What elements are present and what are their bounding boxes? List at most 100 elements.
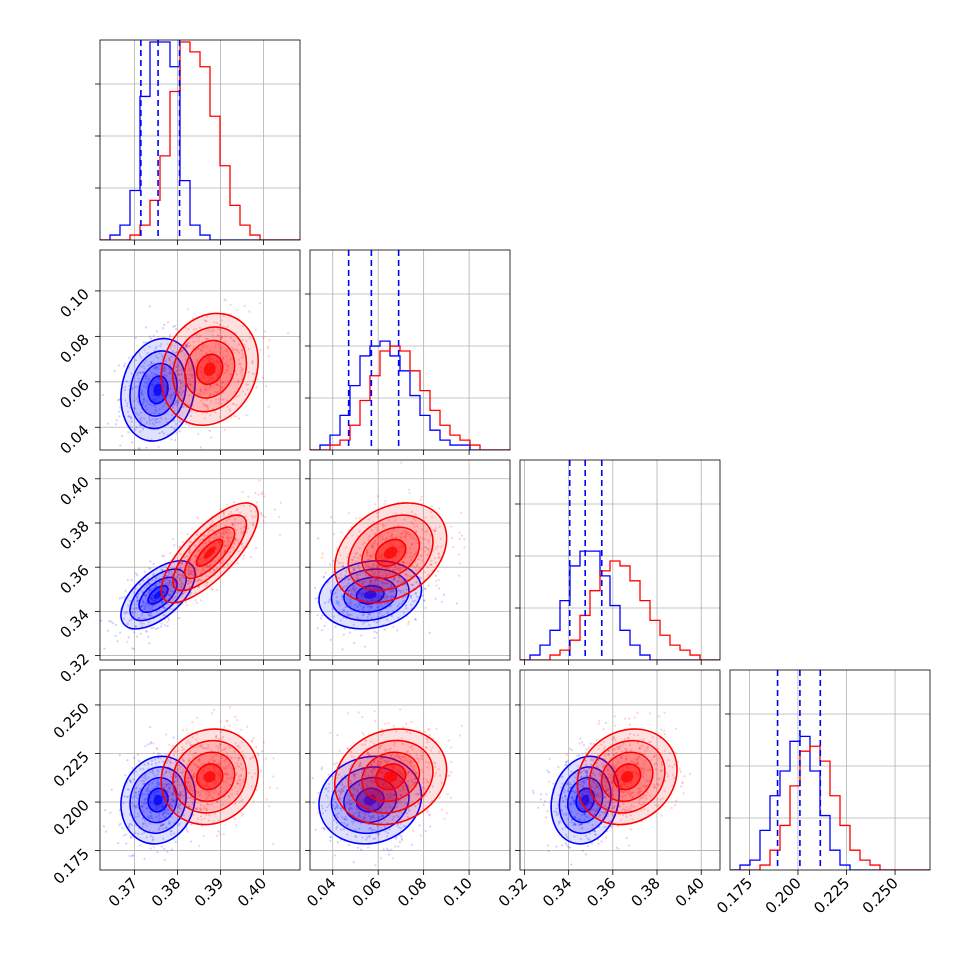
sample-point xyxy=(204,388,207,391)
sample-point xyxy=(134,385,137,388)
sample-point xyxy=(545,793,548,796)
sample-point xyxy=(368,805,371,808)
sample-point xyxy=(234,803,237,806)
sample-point xyxy=(201,568,204,571)
sample-point xyxy=(171,595,174,598)
sample-point xyxy=(178,414,181,417)
sample-point xyxy=(342,566,345,569)
sample-point xyxy=(447,774,450,778)
sample-point xyxy=(154,758,157,761)
sample-point xyxy=(383,759,386,763)
contour-line xyxy=(120,755,196,845)
sample-point xyxy=(175,369,178,373)
sample-point xyxy=(156,778,160,781)
sample-point xyxy=(421,770,424,774)
sample-point xyxy=(376,764,379,767)
sample-point xyxy=(386,602,389,606)
sample-point xyxy=(241,338,244,342)
sample-point xyxy=(391,752,394,756)
sample-point xyxy=(397,845,400,848)
sample-point xyxy=(223,545,227,548)
sample-point xyxy=(167,787,171,790)
sample-point xyxy=(188,560,191,563)
sample-point xyxy=(141,393,144,396)
sample-point xyxy=(392,798,395,801)
sample-point xyxy=(160,342,163,346)
sample-point xyxy=(359,573,362,576)
sample-point xyxy=(372,788,375,791)
sample-point xyxy=(152,399,155,402)
sample-point xyxy=(399,801,403,804)
sample-point xyxy=(183,576,186,580)
sample-point xyxy=(230,756,233,759)
sample-point xyxy=(383,628,386,631)
sample-point xyxy=(182,747,186,750)
sample-point xyxy=(218,364,221,367)
sample-point xyxy=(180,601,183,605)
sample-point xyxy=(203,747,206,750)
density-level xyxy=(203,546,216,559)
sample-point xyxy=(410,510,413,513)
sample-point xyxy=(410,543,413,546)
sample-point xyxy=(148,604,151,607)
sample-point xyxy=(390,584,393,587)
sample-point xyxy=(401,545,405,548)
sample-point xyxy=(349,803,352,806)
plot-area xyxy=(102,706,279,862)
sample-point xyxy=(430,510,433,514)
sample-point xyxy=(200,818,203,821)
sample-point xyxy=(193,560,196,564)
sample-point xyxy=(619,784,623,787)
sample-point xyxy=(429,749,433,752)
sample-point xyxy=(260,750,264,753)
sample-point xyxy=(168,379,171,383)
sample-point xyxy=(195,807,199,810)
sample-point xyxy=(248,310,251,313)
sample-point xyxy=(151,604,154,607)
sample-point xyxy=(391,857,394,860)
sample-point xyxy=(144,405,147,408)
sample-point xyxy=(370,555,373,558)
sample-point xyxy=(208,565,212,568)
sample-point xyxy=(342,790,345,793)
sample-point xyxy=(152,626,155,629)
histogram-red xyxy=(100,41,300,240)
sample-point xyxy=(240,371,243,374)
sample-point xyxy=(144,608,147,611)
panel-3-1: 0.04 0.06 0.08 0.10 xyxy=(303,669,511,910)
sample-point xyxy=(184,326,187,329)
sample-point xyxy=(222,381,225,384)
sample-point xyxy=(208,564,211,568)
sample-point xyxy=(123,595,126,599)
sample-point xyxy=(139,632,142,635)
sample-point xyxy=(126,622,129,625)
sample-point xyxy=(227,773,230,776)
sample-point xyxy=(350,593,353,596)
sample-point xyxy=(157,782,160,785)
sample-point xyxy=(370,605,373,608)
sample-point xyxy=(173,798,176,801)
sample-point xyxy=(167,618,171,621)
sample-point xyxy=(398,761,401,765)
sample-point xyxy=(149,607,153,610)
sample-point xyxy=(328,598,331,601)
sample-point xyxy=(346,823,349,826)
sample-point xyxy=(179,420,182,424)
sample-point xyxy=(367,814,371,817)
sample-point xyxy=(163,402,166,405)
sample-point xyxy=(358,567,361,571)
sample-point xyxy=(163,578,166,581)
sample-point xyxy=(119,631,122,634)
sample-point xyxy=(415,530,418,533)
sample-point xyxy=(437,578,440,582)
sample-point xyxy=(414,618,417,621)
sample-point xyxy=(224,544,227,547)
sample-point xyxy=(235,403,238,407)
sample-point xyxy=(251,522,255,525)
sample-point xyxy=(137,453,139,455)
sample-point xyxy=(164,366,167,370)
sample-point xyxy=(239,782,242,785)
sample-point xyxy=(414,805,417,808)
sample-point xyxy=(357,815,360,818)
sample-point xyxy=(387,853,390,856)
